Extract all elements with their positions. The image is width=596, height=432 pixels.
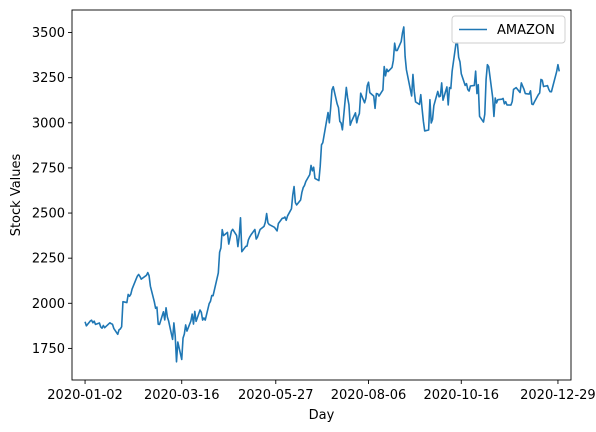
x-tick-label: 2020-05-27 bbox=[238, 388, 314, 403]
x-tick-label: 2020-01-02 bbox=[47, 388, 123, 403]
x-tick-label: 2020-10-16 bbox=[423, 388, 499, 403]
axis-ticks: 2020-01-02 2020-03-16 2020-05-27 2020-08-06… bbox=[32, 26, 596, 403]
axes-frame bbox=[71, 9, 572, 381]
y-tick-label: 2000 bbox=[32, 297, 65, 312]
y-axis-label: Stock Values bbox=[9, 153, 24, 236]
plot-area bbox=[84, 26, 561, 363]
legend-label: AMAZON bbox=[497, 23, 555, 38]
x-axis-label: Day bbox=[309, 408, 335, 423]
y-tick-label: 1750 bbox=[32, 342, 65, 357]
y-tick-label: 3500 bbox=[32, 26, 65, 41]
y-tick-label: 3250 bbox=[32, 71, 65, 86]
series-line-amazon bbox=[84, 26, 561, 363]
legend-box bbox=[451, 15, 566, 44]
x-tick-label: 2020-03-16 bbox=[144, 388, 220, 403]
y-tick-label: 3000 bbox=[32, 116, 65, 131]
y-tick-label: 2500 bbox=[32, 207, 65, 222]
y-tick-label: 2750 bbox=[32, 161, 65, 176]
x-tick-label: 2020-12-29 bbox=[520, 388, 596, 403]
x-tick-label: 2020-08-06 bbox=[331, 388, 407, 403]
y-tick-label: 2250 bbox=[32, 252, 65, 267]
legend: AMAZON bbox=[451, 15, 566, 44]
